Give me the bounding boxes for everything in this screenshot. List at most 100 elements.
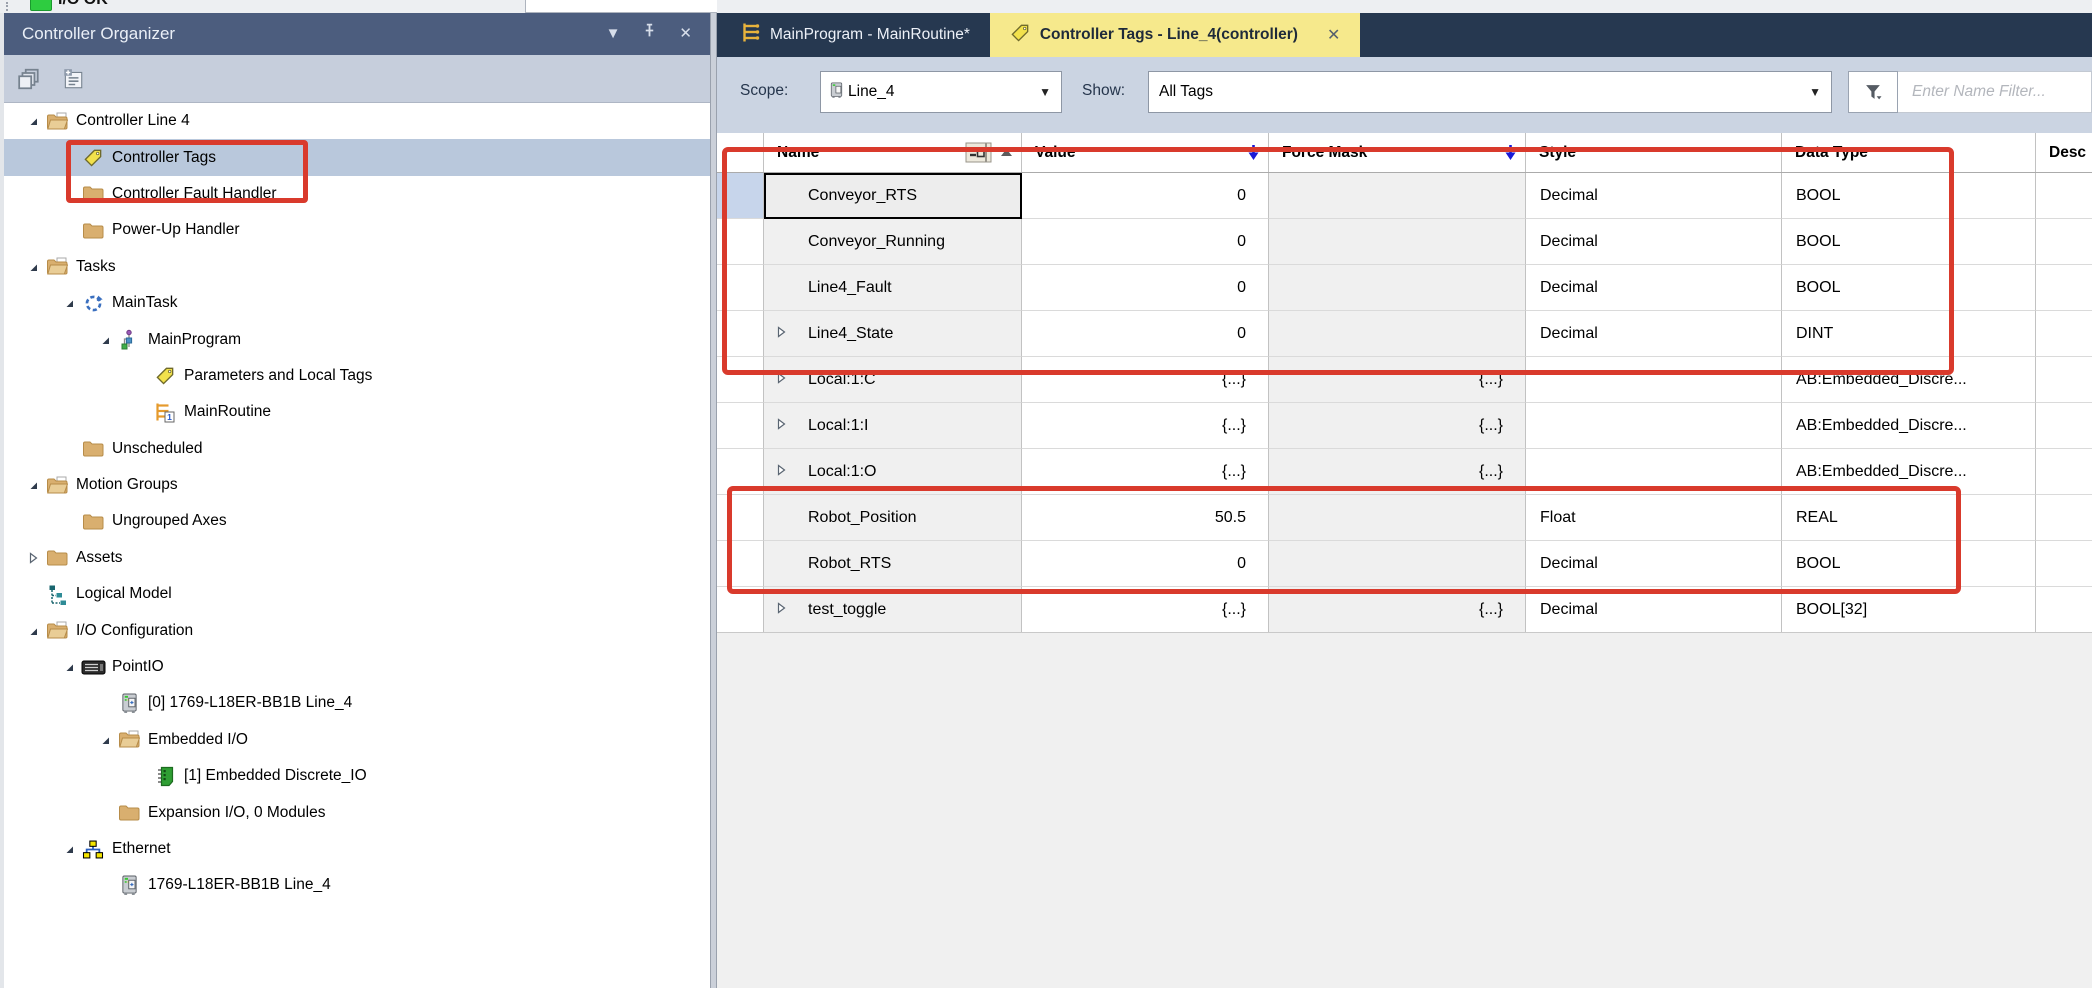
cell-force-mask[interactable]: [1269, 219, 1526, 265]
row-header-cell[interactable]: [717, 219, 764, 265]
tag-row-robot-position[interactable]: Robot_Position 50.5 Float REAL: [717, 495, 2092, 541]
row-header-cell[interactable]: [717, 495, 764, 541]
column-header-desc[interactable]: Desc: [2036, 133, 2092, 172]
cell-description[interactable]: [2036, 495, 2092, 541]
tag-row-local-1-i[interactable]: Local:1:I {...} {...} AB:Embedded_Discre...: [717, 403, 2092, 449]
cell-style[interactable]: [1526, 403, 1782, 449]
column-header-force-mask[interactable]: Force Mask: [1269, 133, 1526, 172]
cell-name[interactable]: Robot_RTS: [764, 541, 1022, 587]
cell-force-mask[interactable]: [1269, 173, 1526, 219]
tag-expand-icon[interactable]: [775, 325, 787, 343]
cell-value[interactable]: 0: [1022, 311, 1269, 357]
close-icon[interactable]: ✕: [679, 25, 692, 42]
tree-collapse-icon[interactable]: [58, 841, 80, 857]
cell-name[interactable]: Line4_State: [764, 311, 1022, 357]
scope-dropdown[interactable]: Line_4 ▼: [820, 71, 1062, 113]
cell-style[interactable]: Decimal: [1526, 265, 1782, 311]
tree-collapse-icon[interactable]: [94, 732, 116, 748]
cell-value[interactable]: {...}: [1022, 403, 1269, 449]
cell-force-mask[interactable]: {...}: [1269, 357, 1526, 403]
sort-asc-arrow-icon[interactable]: [1000, 147, 1013, 158]
tree-item-pointio[interactable]: PointIO: [4, 649, 710, 685]
tree-item-controller-fault-handler[interactable]: Controller Fault Handler: [4, 176, 710, 212]
new-component-icon[interactable]: [58, 64, 88, 94]
tree-item-controller-line-4[interactable]: Controller Line 4: [4, 103, 710, 139]
cell-description[interactable]: [2036, 357, 2092, 403]
tree-item-i-o-configuration[interactable]: I/O Configuration: [4, 612, 710, 648]
cell-data-type[interactable]: REAL: [1782, 495, 2036, 541]
blue-monitor-arrow-icon[interactable]: [1504, 144, 1517, 161]
tag-row-line4-state[interactable]: Line4_State 0 Decimal DINT: [717, 311, 2092, 357]
panel-splitter[interactable]: [710, 13, 717, 988]
tree-collapse-icon[interactable]: [58, 295, 80, 311]
tag-expand-icon[interactable]: [775, 463, 787, 481]
tag-expand-icon[interactable]: [775, 371, 787, 389]
column-header-value[interactable]: Value: [1022, 133, 1269, 172]
cell-value[interactable]: 0: [1022, 173, 1269, 219]
name-filter-icon[interactable]: [1848, 71, 1898, 113]
cell-force-mask[interactable]: [1269, 265, 1526, 311]
tree-expand-icon[interactable]: [22, 550, 44, 566]
tag-expand-icon[interactable]: [775, 417, 787, 435]
toolbar-combobox-fragment[interactable]: [525, 0, 720, 13]
cell-force-mask[interactable]: {...}: [1269, 403, 1526, 449]
cell-description[interactable]: [2036, 449, 2092, 495]
tag-row-test-toggle[interactable]: test_toggle {...} {...} Decimal BOOL[32]: [717, 587, 2092, 633]
cell-value[interactable]: 50.5: [1022, 495, 1269, 541]
row-header-cell[interactable]: [717, 265, 764, 311]
tree-collapse-icon[interactable]: [22, 259, 44, 275]
cell-name[interactable]: Conveyor_Running: [764, 219, 1022, 265]
row-header-cell[interactable]: [717, 449, 764, 495]
tree-item-mainprogram[interactable]: MainProgram: [4, 321, 710, 357]
tree-item-mainroutine[interactable]: 1 MainRoutine: [4, 394, 710, 430]
tree-item-ethernet[interactable]: Ethernet: [4, 831, 710, 867]
row-header-cell[interactable]: [717, 541, 764, 587]
cell-data-type[interactable]: AB:Embedded_Discre...: [1782, 449, 2036, 495]
tree-item-1769-l18er-bb1b-line-4[interactable]: 1769-L18ER-BB1B Line_4: [4, 867, 710, 903]
cell-data-type[interactable]: BOOL: [1782, 173, 2036, 219]
cell-value[interactable]: {...}: [1022, 449, 1269, 495]
tree-collapse-icon[interactable]: [58, 659, 80, 675]
row-header-cell[interactable]: [717, 173, 764, 219]
cell-force-mask[interactable]: [1269, 495, 1526, 541]
cell-name[interactable]: Local:1:O: [764, 449, 1022, 495]
tree-item-ungrouped-axes[interactable]: Ungrouped Axes: [4, 503, 710, 539]
collapse-all-icon[interactable]: [14, 64, 44, 94]
tag-row-line4-fault[interactable]: Line4_Fault 0 Decimal BOOL: [717, 265, 2092, 311]
chevron-down-icon[interactable]: ▼: [605, 25, 621, 42]
cell-force-mask[interactable]: [1269, 311, 1526, 357]
tag-row-robot-rts[interactable]: Robot_RTS 0 Decimal BOOL: [717, 541, 2092, 587]
cell-value[interactable]: 0: [1022, 219, 1269, 265]
tree-item-1-embedded-discrete-io[interactable]: [1] Embedded Discrete_IO: [4, 758, 710, 794]
tree-item-motion-groups[interactable]: Motion Groups: [4, 467, 710, 503]
tree-collapse-icon[interactable]: [22, 113, 44, 129]
column-header-style[interactable]: Style: [1526, 133, 1782, 172]
cell-description[interactable]: [2036, 403, 2092, 449]
cell-style[interactable]: Decimal: [1526, 173, 1782, 219]
row-header-cell[interactable]: [717, 311, 764, 357]
show-dropdown[interactable]: All Tags ▼: [1148, 71, 1832, 113]
blue-monitor-arrow-icon[interactable]: [1247, 144, 1260, 161]
cell-data-type[interactable]: DINT: [1782, 311, 2036, 357]
cell-force-mask[interactable]: {...}: [1269, 449, 1526, 495]
cell-data-type[interactable]: AB:Embedded_Discre...: [1782, 357, 2036, 403]
cell-style[interactable]: Decimal: [1526, 541, 1782, 587]
pin-icon[interactable]: [642, 13, 657, 55]
tree-item-unscheduled[interactable]: Unscheduled: [4, 431, 710, 467]
tag-row-conveyor-rts[interactable]: Conveyor_RTS 0 Decimal BOOL: [717, 173, 2092, 219]
cell-description[interactable]: [2036, 219, 2092, 265]
tree-item-power-up-handler[interactable]: Power-Up Handler: [4, 212, 710, 248]
tag-expand-icon[interactable]: [775, 601, 787, 619]
cell-style[interactable]: [1526, 449, 1782, 495]
cell-style[interactable]: [1526, 357, 1782, 403]
cell-name[interactable]: test_toggle: [764, 587, 1022, 633]
tree-collapse-icon[interactable]: [22, 623, 44, 639]
cell-value[interactable]: {...}: [1022, 357, 1269, 403]
row-header-cell[interactable]: [717, 587, 764, 633]
tree-collapse-icon[interactable]: [22, 477, 44, 493]
cell-name[interactable]: Robot_Position: [764, 495, 1022, 541]
cell-description[interactable]: [2036, 541, 2092, 587]
cell-style[interactable]: Decimal: [1526, 311, 1782, 357]
cell-name[interactable]: Conveyor_RTS: [764, 173, 1022, 219]
tree-item-expansion-i-o-0-modules[interactable]: Expansion I/O, 0 Modules: [4, 794, 710, 830]
